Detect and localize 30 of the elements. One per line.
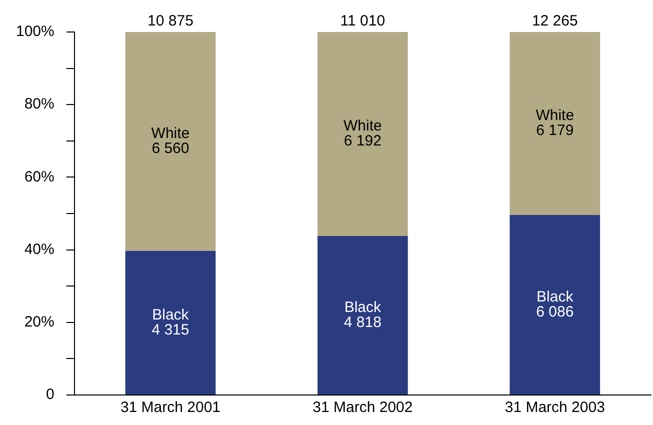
bar [318, 32, 408, 236]
annotation: 10 875 [148, 12, 194, 30]
x-tick-label: 31 March 2001 [120, 399, 221, 416]
y-tick-label: 80% [24, 96, 54, 113]
x-tick-label: 31 March 2003 [504, 399, 605, 416]
y-tick-label: 100% [16, 23, 54, 40]
y-tick-label: 0 [46, 386, 54, 404]
annotation: 6 179 [536, 122, 574, 140]
bar [510, 214, 600, 394]
annotation: 6 192 [344, 132, 382, 150]
annotation: 11 010 [340, 12, 386, 30]
annotation: 4 315 [152, 321, 190, 338]
bar [125, 250, 216, 394]
annotation: 6 086 [536, 303, 574, 320]
series-label: Black [536, 288, 574, 306]
text: White [536, 107, 574, 124]
text: Black [152, 306, 189, 324]
bar [125, 32, 216, 251]
annotation: 4 818 [344, 314, 382, 331]
y-tick-label: 60% [24, 168, 54, 186]
series-label: White [344, 118, 382, 135]
text: Black [344, 298, 382, 316]
text: White [151, 125, 190, 142]
bar [510, 32, 600, 215]
annotation: 12 265 [532, 12, 578, 30]
annotation: 6 560 [152, 140, 190, 158]
x-tick-label: 31 March 2002 [312, 399, 413, 416]
y-tick-label: 40% [24, 240, 54, 258]
bar [318, 236, 408, 394]
y-tick-label: 20% [24, 314, 54, 331]
